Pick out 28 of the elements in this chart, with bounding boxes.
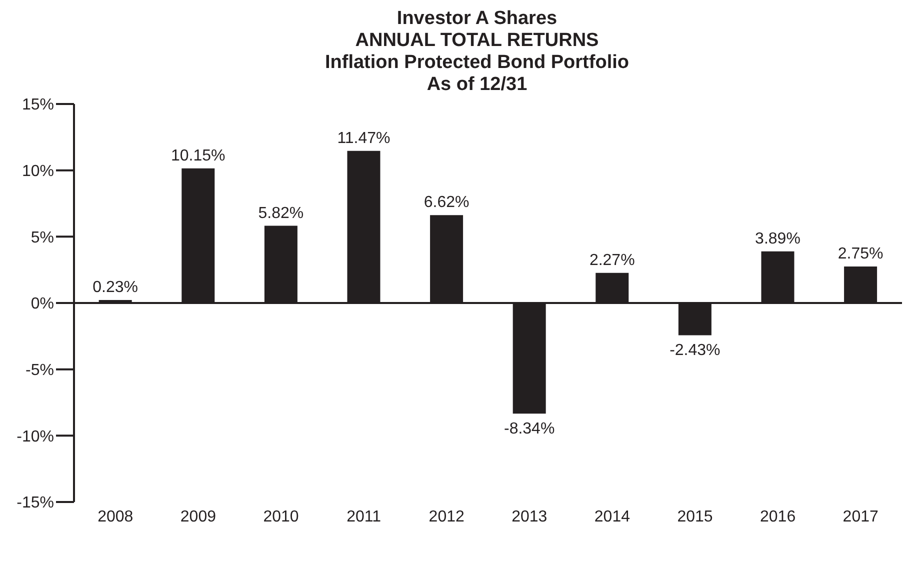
y-tick-label: 15%: [22, 96, 54, 114]
x-tick-label: 2008: [98, 508, 134, 526]
x-tick-label: 2014: [594, 508, 630, 526]
y-tick-label: 0%: [30, 296, 54, 313]
y-tick-label: -15%: [16, 494, 54, 512]
y-tick-label: -5%: [26, 362, 54, 380]
x-tick-label: 2012: [428, 508, 464, 526]
data-label: 2.75%: [838, 246, 884, 263]
x-tick-label: 2013: [512, 508, 548, 526]
data-label: 5.82%: [258, 204, 304, 222]
data-label: 2.27%: [589, 252, 635, 269]
data-label: 3.89%: [755, 230, 800, 248]
y-tick-label: -10%: [16, 428, 54, 446]
data-label: 11.47%: [337, 130, 390, 147]
chart-title: Investor A Shares ANNUAL TOTAL RETURNS Inflation Protected Bond Portfolio As of 12/31: [324, 8, 630, 96]
data-label: 0.23%: [92, 278, 138, 296]
data-label: -8.34%: [504, 420, 555, 438]
x-tick-label: 2010: [263, 508, 299, 526]
data-label: -2.43%: [670, 342, 720, 360]
x-tick-label: 2009: [180, 508, 216, 526]
y-tick-label: 5%: [30, 229, 54, 246]
data-label: 6.62%: [424, 194, 470, 212]
y-tick-label: 10%: [22, 163, 54, 180]
x-tick-label: 2016: [760, 508, 796, 526]
x-tick-label: 2015: [677, 508, 713, 526]
x-tick-label: 2011: [346, 508, 382, 526]
x-tick-label: 2017: [842, 508, 878, 526]
data-label: 10.15%: [171, 147, 226, 164]
